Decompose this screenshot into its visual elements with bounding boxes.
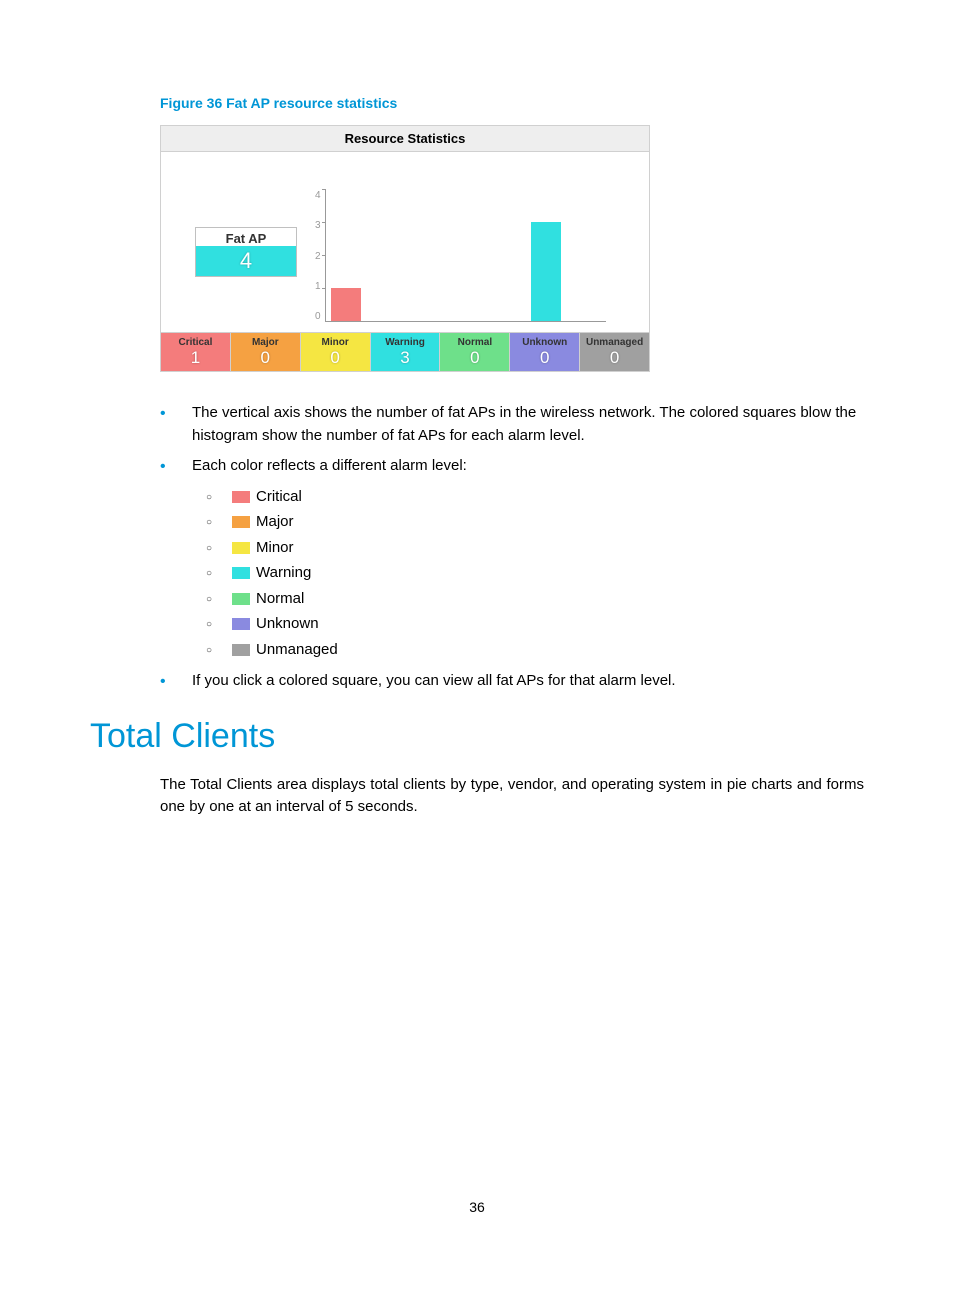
status-label: Normal (440, 333, 509, 348)
y-tick: 2 (315, 251, 321, 262)
section-heading: Total Clients (90, 717, 864, 756)
color-swatch (232, 644, 250, 656)
legend-label: Normal (256, 590, 304, 607)
bar-chart: 4 3 2 1 0 (315, 182, 606, 322)
page-number: 36 (90, 1199, 864, 1215)
y-tick: 1 (315, 281, 321, 292)
status-cell[interactable]: Normal0 (440, 333, 510, 371)
legend-label: Minor (256, 539, 294, 556)
legend-label: Warning (256, 564, 311, 581)
fat-ap-value: 4 (196, 246, 296, 276)
color-swatch (232, 542, 250, 554)
color-swatch (232, 593, 250, 605)
status-value: 0 (580, 348, 649, 371)
status-value: 1 (161, 348, 230, 371)
status-value: 0 (301, 348, 370, 371)
status-label: Unknown (510, 333, 579, 348)
legend-label: Critical (256, 488, 302, 505)
resource-statistics-panel: Resource Statistics Fat AP 4 4 3 2 1 0 (160, 125, 650, 372)
status-label: Warning (371, 333, 440, 348)
status-cell[interactable]: Unknown0 (510, 333, 580, 371)
fat-ap-label: Fat AP (196, 228, 296, 246)
legend-item: Major (204, 509, 864, 535)
legend-label: Unknown (256, 615, 319, 632)
y-tick: 3 (315, 220, 321, 231)
figure-caption: Figure 36 Fat AP resource statistics (160, 95, 864, 111)
axis-line (325, 189, 606, 322)
status-cell[interactable]: Major0 (231, 333, 301, 371)
section-body: The Total Clients area displays total cl… (160, 774, 864, 819)
bar (331, 288, 361, 321)
status-value: 3 (371, 348, 440, 371)
legend-item: Unmanaged (204, 637, 864, 663)
status-label: Critical (161, 333, 230, 348)
bullet-item: If you click a colored square, you can v… (154, 670, 864, 693)
bullet-list: The vertical axis shows the number of fa… (154, 402, 864, 693)
fat-ap-summary-box[interactable]: Fat AP 4 (195, 227, 297, 277)
status-label: Major (231, 333, 300, 348)
color-swatch (232, 567, 250, 579)
status-label: Minor (301, 333, 370, 348)
status-value: 0 (440, 348, 509, 371)
bar (531, 222, 561, 321)
bullet-item: The vertical axis shows the number of fa… (154, 402, 864, 447)
panel-title: Resource Statistics (161, 126, 649, 152)
bar-slot (526, 222, 566, 321)
legend-item: Minor (204, 535, 864, 561)
status-cell[interactable]: Unmanaged0 (580, 333, 649, 371)
status-value: 0 (231, 348, 300, 371)
status-cell[interactable]: Minor0 (301, 333, 371, 371)
y-tick: 0 (315, 311, 321, 322)
y-axis-labels: 4 3 2 1 0 (315, 190, 325, 322)
y-tick: 4 (315, 190, 321, 201)
bar-slot (326, 288, 366, 321)
status-value: 0 (510, 348, 579, 371)
color-swatch (232, 618, 250, 630)
color-swatch (232, 516, 250, 528)
bullet-item: Each color reflects a different alarm le… (154, 455, 864, 662)
status-cell[interactable]: Critical1 (161, 333, 231, 371)
color-swatch (232, 491, 250, 503)
legend-label: Unmanaged (256, 641, 338, 658)
status-cell[interactable]: Warning3 (371, 333, 441, 371)
chart-body: Fat AP 4 4 3 2 1 0 (161, 152, 649, 332)
legend-item: Warning (204, 560, 864, 586)
bullet-text: Each color reflects a different alarm le… (192, 457, 467, 474)
legend-item: Normal (204, 586, 864, 612)
legend-label: Major (256, 513, 294, 530)
status-row: Critical1Major0Minor0Warning3Normal0Unkn… (161, 332, 649, 371)
status-label: Unmanaged (580, 333, 649, 348)
legend-item: Critical (204, 484, 864, 510)
legend-list: Critical Major Minor Warning Normal Unknown Un… (204, 484, 864, 663)
legend-item: Unknown (204, 611, 864, 637)
